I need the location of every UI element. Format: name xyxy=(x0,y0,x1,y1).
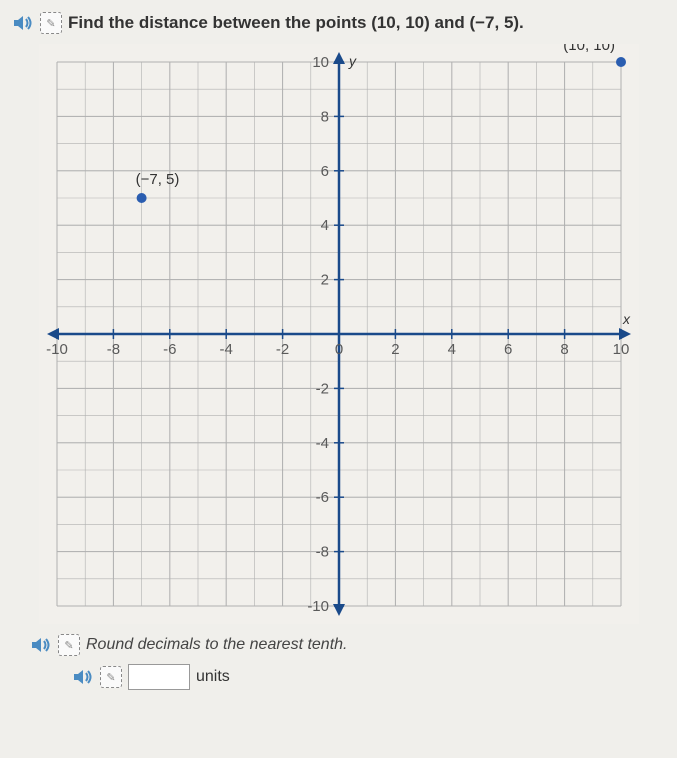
svg-text:0: 0 xyxy=(334,341,342,358)
hint-text: Round decimals to the nearest tenth. xyxy=(86,636,348,654)
svg-text:-10: -10 xyxy=(307,598,329,615)
units-label: units xyxy=(196,668,230,686)
read-tool-icon[interactable]: ✎ xyxy=(100,666,122,688)
svg-text:-8: -8 xyxy=(106,341,119,358)
answer-input[interactable] xyxy=(128,664,190,690)
svg-text:10: 10 xyxy=(612,341,629,358)
svg-text:10: 10 xyxy=(312,54,329,71)
speaker-icon[interactable] xyxy=(12,13,34,33)
svg-text:6: 6 xyxy=(320,163,328,180)
read-tool-icon[interactable]: ✎ xyxy=(40,12,62,34)
svg-text:2: 2 xyxy=(391,341,399,358)
svg-text:-6: -6 xyxy=(315,489,328,506)
question-row: ✎ Find the distance between the points (… xyxy=(12,12,665,34)
svg-text:(10, 10): (10, 10) xyxy=(563,44,615,54)
svg-text:(−7, 5): (−7, 5) xyxy=(135,171,179,188)
svg-text:8: 8 xyxy=(560,341,568,358)
coordinate-graph: x y -10 -8 -6 -4 -2 0 2 4 6 8 10 -10 -8 -6 -4 -2 2 4 6 8 10 (−7… xyxy=(12,44,665,624)
svg-text:-2: -2 xyxy=(315,380,328,397)
svg-text:-4: -4 xyxy=(315,435,328,452)
svg-text:4: 4 xyxy=(447,341,455,358)
svg-text:x: x xyxy=(622,311,631,327)
svg-text:-6: -6 xyxy=(163,341,176,358)
speaker-icon[interactable] xyxy=(72,667,94,687)
svg-text:-2: -2 xyxy=(275,341,288,358)
svg-text:2: 2 xyxy=(320,272,328,289)
question-text: Find the distance between the points (10… xyxy=(68,13,524,33)
svg-text:8: 8 xyxy=(320,108,328,125)
svg-text:-8: -8 xyxy=(315,544,328,561)
svg-text:y: y xyxy=(348,53,357,69)
answer-row: ✎ units xyxy=(72,664,665,690)
svg-text:-10: -10 xyxy=(46,341,68,358)
svg-text:-4: -4 xyxy=(219,341,232,358)
hint-row: ✎ Round decimals to the nearest tenth. xyxy=(30,634,665,656)
speaker-icon[interactable] xyxy=(30,635,52,655)
svg-text:4: 4 xyxy=(320,217,328,234)
read-tool-icon[interactable]: ✎ xyxy=(58,634,80,656)
svg-text:6: 6 xyxy=(504,341,512,358)
